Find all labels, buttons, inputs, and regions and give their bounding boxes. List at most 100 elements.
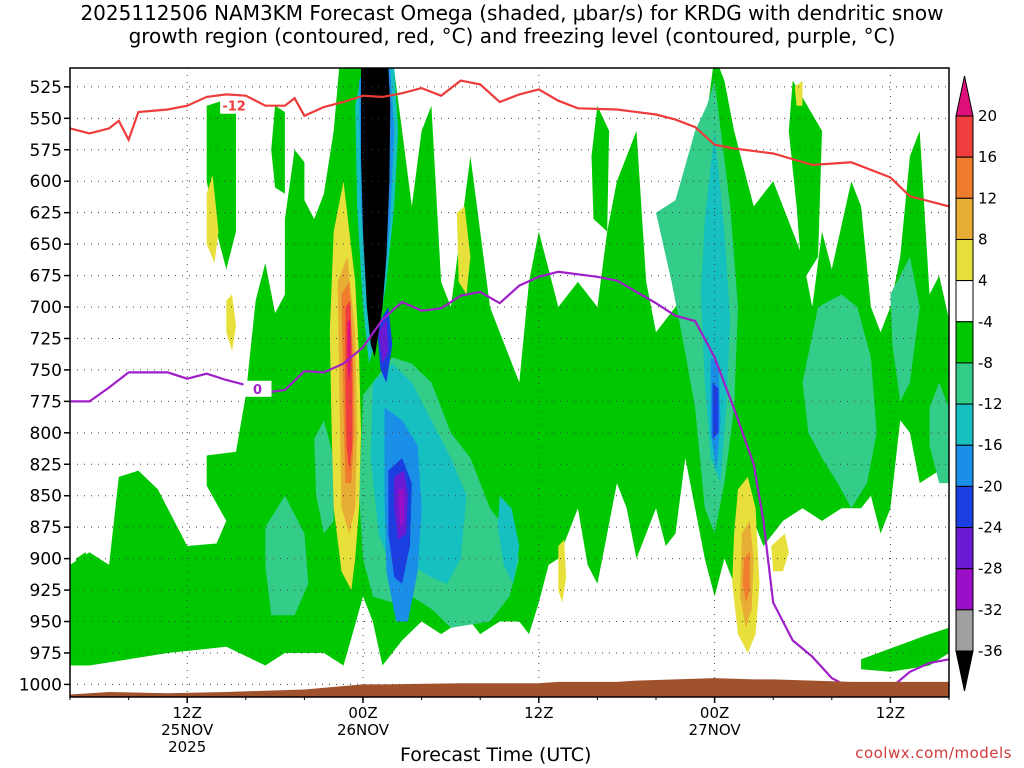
omega-pos-4-8 [794,80,803,106]
contour-label-freezing-level: 0 [253,383,262,398]
colorbar-swatch [955,444,974,487]
temperature-contours: -12 0 [70,79,949,690]
y-tick-label: 675 [30,267,62,287]
colorbar-swatch [955,321,974,364]
watermark: coolwx.com/models [855,744,1012,762]
omega-neg-12-16 [497,495,520,584]
colorbar-label: 12 [978,189,997,207]
colorbar-swatch [955,609,974,652]
omega-neg-8-12 [802,294,877,509]
colorbar-swatch [955,156,974,199]
x-tick-label: 27NOV [689,721,742,739]
omega-neg-8-12 [890,256,920,402]
colorbar-swatch [955,238,974,282]
ground-terrain [70,678,949,697]
omega-neg-28-32 [398,489,404,528]
omega-neg-4-8 [206,99,236,270]
colorbar-swatch [955,362,974,405]
omega-pos-gt-20 [347,319,351,383]
colorbar-swatch [955,403,974,446]
colorbar-swatch [955,115,974,158]
omega-pos-4-8 [771,533,789,572]
omega-pos-4-8 [558,539,567,603]
x-tick-label: 12Z [524,704,553,722]
x-tick-label: 12Z [876,704,905,722]
colorbar-swatch [955,280,974,323]
colorbar-swatch [955,568,974,611]
colorbar-swatch [955,650,974,692]
y-tick-label: 700 [30,298,62,318]
y-tick-label: 750 [30,361,62,381]
colorbar-label: -20 [978,477,1003,495]
y-tick-label: 575 [30,141,62,161]
colorbar-label: -36 [978,642,1003,660]
omega-pos-4-8 [456,206,471,295]
y-tick-label: 800 [30,424,62,444]
omega-neg-12-16 [700,130,731,484]
contour-label-minus-12c: -12 [222,100,246,115]
omega-shading [70,68,949,672]
omega-pos-4-8 [206,174,219,263]
colorbar-swatch [955,197,974,240]
y-tick-label: 550 [30,109,62,129]
colorbar-swatch [955,485,974,529]
x-tick-label: 00Z [700,704,729,722]
colorbar-label: -32 [978,601,1003,619]
y-tick-label: 600 [30,172,62,192]
chart-title-line-1: 2025112506 NAM3KM Forecast Omega (shaded… [80,1,944,25]
colorbar-label: -4 [978,313,993,331]
y-tick-label: 650 [30,235,62,255]
contour-freezing-level [70,270,949,690]
colorbar-label: 4 [978,272,988,290]
chart-title: 2025112506 NAM3KM Forecast Omega (shaded… [0,2,1024,48]
y-tick-label: 1000 [19,675,62,695]
colorbar-label: 8 [978,230,988,248]
colorbar: 20 16 12 8 4 -4 -8 -12 -16 -20 -24 -28 -32 -36 [955,75,1003,692]
contour-label-bg [220,97,249,114]
x-tick-label: 2025 [168,738,206,756]
colorbar-swatch [955,527,974,570]
omega-neg-4-8 [591,105,610,232]
colorbar-label: -28 [978,560,1003,578]
omega-pos-4-8 [226,294,236,352]
y-axis: 525 550 575 600 625 650 675 700 725 750 775 800 825 8… [19,78,70,695]
colorbar-label: 16 [978,148,997,166]
y-tick-label: 950 [30,613,62,633]
plot-frame [69,67,950,698]
x-tick-label: 00Z [348,704,377,722]
omega-neg-8-12 [314,420,334,534]
omega-neg-lt-36 [361,68,391,358]
colorbar-label: -24 [978,519,1003,537]
omega-neg-24-28 [378,319,389,364]
y-tick-label: 725 [30,329,62,349]
x-tick-label: 26NOV [337,721,390,739]
omega-pos-12-16 [742,552,750,603]
y-tick-label: 850 [30,487,62,507]
contour-label-bg [243,380,272,397]
omega-neg-4-8 [271,105,285,194]
y-tick-label: 825 [30,455,62,475]
y-tick-label: 925 [30,581,62,601]
colorbar-label: 20 [978,107,997,125]
y-tick-label: 625 [30,204,62,224]
x-tick-label: 12Z [173,704,202,722]
omega-neg-8-12 [265,495,309,616]
omega-neg-4-8 [75,552,94,603]
contour-minus-12c [70,79,949,208]
chart-title-line-2: growth region (contoured, red, °C) and f… [128,24,896,48]
x-axis-title: Forecast Time (UTC) [400,744,592,766]
omega-neg-20-24 [712,382,719,440]
x-tick-label: 25NOV [161,721,214,739]
y-tick-label: 975 [30,644,62,664]
y-tick-label: 525 [30,78,62,98]
colorbar-label: -16 [978,436,1003,454]
colorbar-swatch [955,75,974,117]
y-tick-label: 900 [30,550,62,570]
omega-neg-8-12 [929,382,949,484]
y-tick-label: 775 [30,392,62,412]
y-tick-label: 875 [30,518,62,538]
omega-neg-4-8 [861,627,949,672]
colorbar-label: -12 [978,395,1003,413]
